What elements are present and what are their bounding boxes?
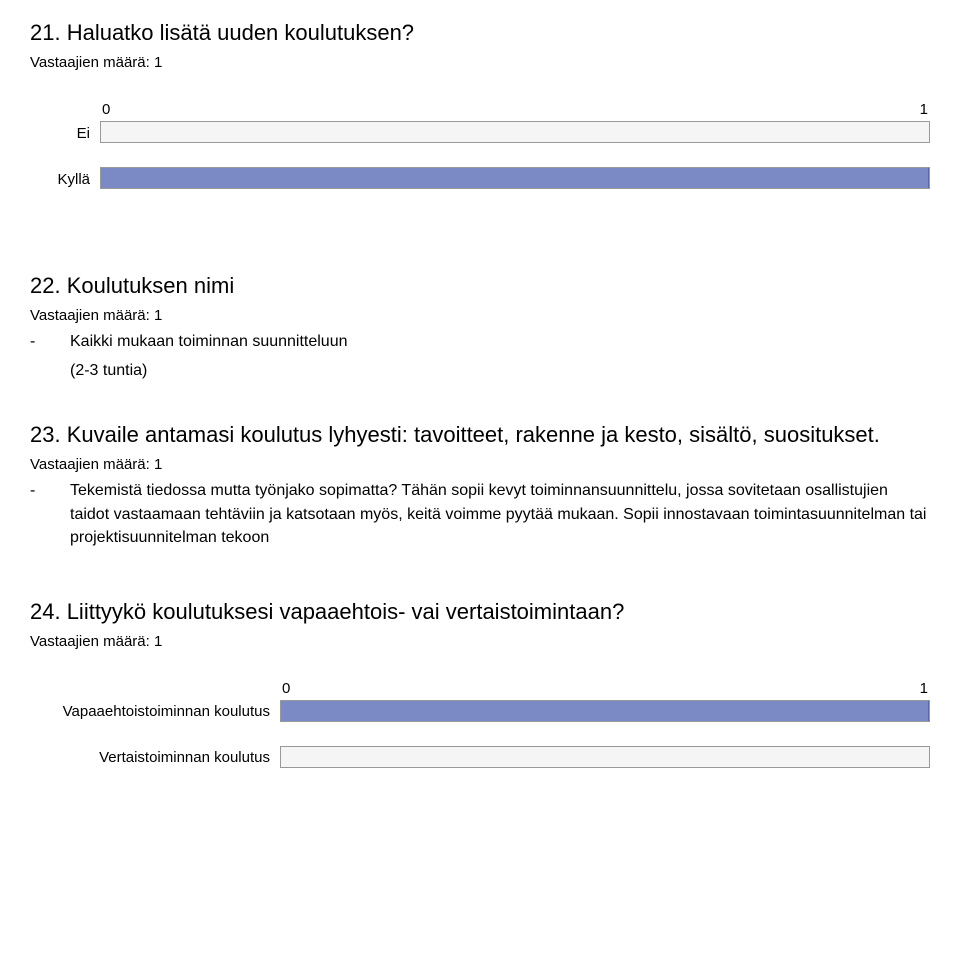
- q24-bar-row-0: [280, 699, 930, 723]
- q23-answer-text: Tekemistä tiedossa mutta työnjako sopima…: [70, 479, 930, 549]
- q24-axis-max: 1: [920, 680, 928, 697]
- q21-chart: Ei Kyllä 0 1: [30, 101, 930, 213]
- question-22: 22. Koulutuksen nimi Vastaajien määrä: 1…: [30, 273, 930, 382]
- q21-bar-label-1: Kyllä: [30, 167, 90, 191]
- q24-axis-min: 0: [282, 680, 290, 697]
- q24-bar-fill-0: [281, 701, 929, 721]
- q22-answer-sub: (2-3 tuntia): [70, 359, 930, 382]
- q22-respondents: Vastaajien määrä: 1: [30, 307, 930, 324]
- q21-axis: 0 1: [100, 101, 930, 118]
- q21-bar-row-1: [100, 166, 930, 190]
- q22-title: 22. Koulutuksen nimi: [30, 273, 930, 299]
- q21-bar-label-0: Ei: [30, 121, 90, 145]
- q21-title: 21. Haluatko lisätä uuden koulutuksen?: [30, 20, 930, 46]
- q21-respondents: Vastaajien määrä: 1: [30, 54, 930, 71]
- q21-bar-fill-1: [101, 168, 929, 188]
- q24-bar-row-1: [280, 745, 930, 769]
- q23-title: 23. Kuvaile antamasi koulutus lyhyesti: …: [30, 422, 930, 448]
- q23-respondents: Vastaajien määrä: 1: [30, 456, 930, 473]
- question-24: 24. Liittyykö koulutuksesi vapaaehtois- …: [30, 599, 930, 792]
- q23-dash: -: [30, 479, 70, 502]
- q24-chart: Vapaaehtoistoiminnan koulutus Vertaistoi…: [30, 680, 930, 792]
- q21-axis-min: 0: [102, 101, 110, 118]
- q21-bar-row-0: [100, 120, 930, 144]
- q22-dash: -: [30, 330, 70, 353]
- question-21: 21. Haluatko lisätä uuden koulutuksen? V…: [30, 20, 930, 213]
- q24-bar-label-0: Vapaaehtoistoiminnan koulutus: [30, 700, 270, 724]
- q24-bar-label-1: Vertaistoiminnan koulutus: [30, 746, 270, 770]
- q24-axis: 0 1: [280, 680, 930, 697]
- q22-answer-main: Kaikki mukaan toiminnan suunnitteluun: [70, 330, 930, 353]
- q23-answer: - Tekemistä tiedossa mutta työnjako sopi…: [30, 479, 930, 549]
- q24-respondents: Vastaajien määrä: 1: [30, 633, 930, 650]
- q21-axis-max: 1: [920, 101, 928, 118]
- question-23: 23. Kuvaile antamasi koulutus lyhyesti: …: [30, 422, 930, 549]
- q22-answer: - Kaikki mukaan toiminnan suunnitteluun …: [30, 330, 930, 382]
- q24-title: 24. Liittyykö koulutuksesi vapaaehtois- …: [30, 599, 930, 625]
